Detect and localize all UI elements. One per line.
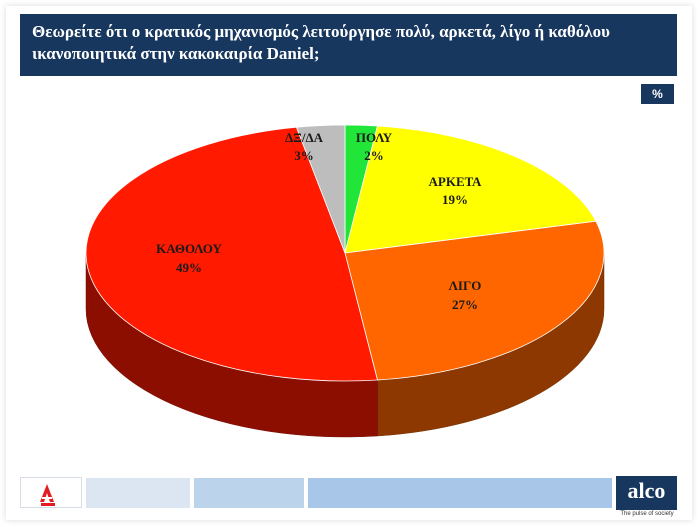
slice-label-value-3: 49% — [176, 260, 202, 275]
percent-unit-badge: % — [641, 84, 674, 104]
alpha-news-logo — [20, 477, 82, 508]
question-title: Θεωρείτε ότι ο κρατικός μηχανισμός λειτο… — [20, 14, 677, 76]
slice-label-value-2: 27% — [452, 297, 478, 312]
slice-label-category-1: ΑΡΚΕΤΑ — [429, 174, 483, 189]
slice-label-category-3: ΚΑΘΟΛΟΥ — [156, 241, 222, 256]
title-line-2: ικανοποιητικά στην κακοκαιρία Daniel; — [32, 44, 320, 63]
slice-label-category-4: ΔΞ/ΔΑ — [285, 130, 324, 145]
footer-segment-1 — [86, 478, 190, 508]
pie-chart: ΠΟΛΥ 2% ΑΡΚΕΤΑ 19% ΛΙΓΟ 27% ΚΑΘΟΛΟΥ 49% ΔΞ/ΔΑ 3% — [85, 124, 605, 438]
pie-labels: ΠΟΛΥ 2% ΑΡΚΕΤΑ 19% ΛΙΓΟ 27% ΚΑΘΟΛΟΥ 49% ΔΞ/ΔΑ 3% — [156, 130, 482, 312]
slice-label-value-0: 2% — [364, 148, 384, 163]
alco-tagline: The pulse of society — [620, 511, 674, 517]
footer-segment-2 — [194, 478, 304, 508]
pie-slice-3 — [85, 126, 378, 382]
pie-top — [85, 124, 605, 382]
slice-label-category-0: ΠΟΛΥ — [356, 130, 393, 145]
pie-slice-1 — [344, 125, 597, 254]
footer-bar — [20, 476, 677, 509]
footer-segment-3 — [308, 478, 612, 508]
slice-label-value-4: 3% — [294, 148, 314, 163]
pie-slice-2 — [344, 220, 605, 381]
title-line-1: Θεωρείτε ότι ο κρατικός μηχανισμός λειτο… — [32, 22, 610, 41]
slice-label-category-2: ΛΙΓΟ — [449, 278, 482, 293]
slice-label-value-1: 19% — [442, 192, 468, 207]
pie-slice-4 — [295, 124, 346, 254]
alco-logo: alco — [616, 476, 677, 510]
